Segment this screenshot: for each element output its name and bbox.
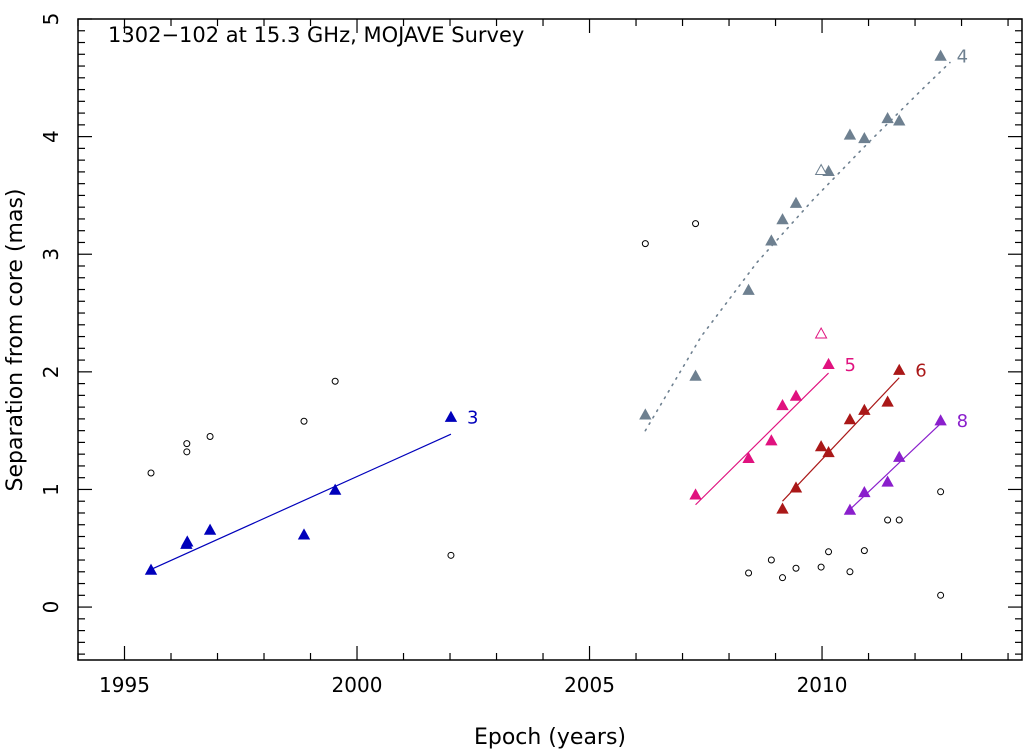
unassigned-point — [895, 516, 903, 524]
comp-3-point — [328, 483, 342, 495]
comp-4-point — [934, 49, 947, 61]
comp-4-label: 4 — [957, 47, 968, 68]
unassigned-point — [825, 548, 833, 556]
chart-title: 1302−102 at 15.3 GHz, MOJAVE Survey — [108, 23, 524, 47]
y-tick-label: 3 — [39, 248, 63, 261]
comp-5-point — [765, 434, 778, 446]
comp-4-point — [765, 234, 778, 246]
unassigned-point — [817, 563, 825, 571]
x-axis-label: Epoch (years) — [474, 725, 626, 750]
unassigned-point — [641, 240, 649, 248]
comp-4-point — [689, 369, 702, 381]
comp-4-point — [639, 408, 652, 420]
comp-3-point — [203, 523, 217, 535]
comp-3-point — [144, 563, 158, 575]
comp-6-point — [858, 403, 871, 415]
unassigned-point — [860, 547, 868, 555]
comp-3-point — [181, 535, 194, 547]
comp-6-point — [893, 363, 906, 375]
unassigned-point — [331, 377, 339, 385]
comp-8-point — [881, 475, 894, 487]
comp-6-point — [843, 413, 857, 425]
comp-4-point — [893, 114, 906, 126]
comp-6-point — [814, 440, 828, 452]
comp-5-point — [689, 488, 702, 500]
y-tick-label: 2 — [39, 365, 63, 378]
comp-8-point — [934, 414, 947, 426]
comp-3-label: 3 — [467, 408, 478, 429]
comp-3-fit-line — [150, 433, 452, 570]
comp-3-point — [297, 528, 311, 540]
comp-5-open-point — [814, 327, 828, 339]
comp-6-point — [789, 481, 803, 493]
marks-layer: 3 4 5 6 8 — [144, 47, 968, 599]
comp-4-open-point — [814, 163, 828, 175]
comp-5-label: 5 — [845, 355, 856, 376]
unassigned-point — [692, 220, 700, 228]
comp-6-point — [776, 502, 789, 514]
comp-5-point — [789, 389, 803, 401]
unassigned-point — [779, 574, 787, 582]
unassigned-point — [767, 556, 775, 564]
comp-4-point — [742, 283, 755, 295]
comp-4-fit-line — [644, 61, 951, 432]
comp-4-point — [881, 112, 894, 124]
comp-5-point — [776, 398, 789, 411]
unassigned-point — [183, 440, 191, 448]
unassigned-point — [884, 516, 892, 524]
comp-3-point — [444, 410, 458, 422]
comp-4-point — [776, 213, 789, 225]
comp-8-point — [893, 450, 906, 462]
comp-6-point — [822, 446, 835, 458]
x-tick-label: 1995 — [99, 673, 150, 697]
comp-5-fit-line — [695, 372, 829, 506]
unassigned-point — [745, 569, 753, 577]
plot-frame — [77, 18, 1023, 661]
unassigned-point — [206, 433, 214, 441]
x-tick-label: 2005 — [564, 673, 615, 697]
unassigned-point — [147, 469, 155, 477]
y-axis-label: Separation from core (mas) — [3, 189, 28, 492]
comp-4-point — [843, 128, 857, 140]
x-tick-label: 2010 — [797, 673, 848, 697]
comp-5-point — [742, 451, 755, 464]
unassigned-point — [300, 417, 308, 425]
comp-8-point — [843, 503, 857, 515]
y-tick-label: 1 — [39, 483, 63, 496]
y-tick-label: 5 — [39, 13, 63, 26]
comp-8-point — [858, 486, 871, 498]
comp-6-point — [881, 395, 894, 407]
ticks-layer: 1995 2000 2005 2010 0 1 2 3 4 5 — [39, 13, 1022, 697]
unassigned-point — [937, 591, 945, 599]
comp-5-point — [822, 357, 835, 369]
x-tick-label: 2000 — [332, 673, 383, 697]
comp-6-fit-line — [782, 377, 900, 502]
unassigned-point — [792, 564, 800, 572]
unassigned-point — [447, 551, 455, 559]
comp-4-point — [789, 196, 803, 208]
comp-8-label: 8 — [957, 411, 968, 432]
y-tick-label: 4 — [39, 130, 63, 143]
unassigned-point — [846, 568, 854, 576]
unassigned-point — [937, 488, 945, 496]
unassigned-point — [183, 448, 191, 456]
comp-4-point — [858, 132, 871, 144]
y-tick-label: 0 — [39, 601, 63, 614]
comp-6-label: 6 — [915, 361, 926, 382]
